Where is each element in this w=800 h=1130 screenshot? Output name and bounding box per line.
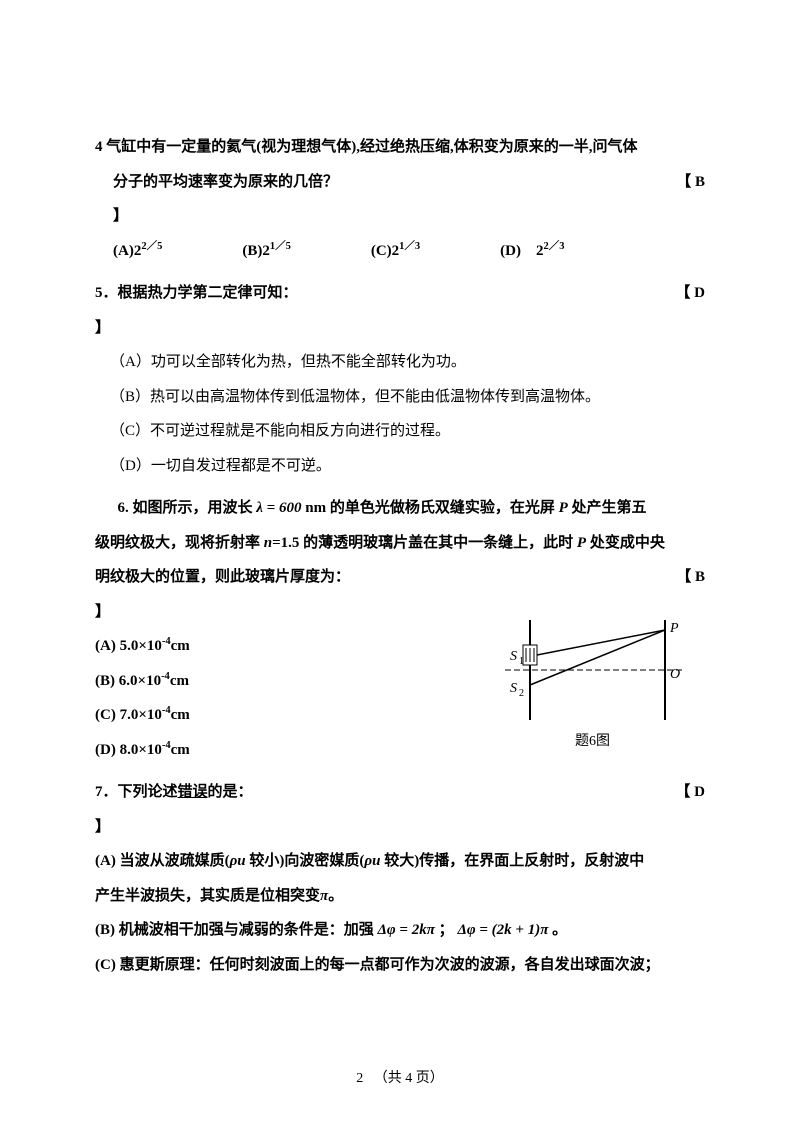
q6-diagram: S1 S2 P O 题6图: [475, 620, 705, 760]
q5-stem: 【 D 5．根据热力学第二定律可知：: [95, 276, 705, 311]
svg-text:S: S: [510, 649, 517, 664]
q7-stem: 【 D 7．下列论述错误的是：: [95, 775, 705, 810]
svg-text:1: 1: [519, 656, 524, 667]
q4-opt-a: (A)22／5: [113, 234, 162, 269]
svg-text:题6图: 题6图: [575, 734, 610, 749]
lambda-eq: λ = 600: [256, 500, 301, 516]
q6-opt-a: (A) 5.0×10-4cm: [95, 629, 431, 664]
q4-line2: 分子的平均速率变为原来的几倍？: [95, 174, 338, 190]
q4-line1: 4 气缸中有一定量的氦气(视为理想气体),经过绝热压缩,体积变为原来的一半,问气…: [95, 130, 705, 165]
q5-opt-b: （B）热可以由高温物体传到低温物体，但不能由低温物体传到高温物体。: [95, 380, 705, 415]
q5-opt-d: （D）一切自发过程都是不可逆。: [95, 449, 705, 484]
bracket-open: 【: [676, 174, 691, 190]
q4-answer: 【 B: [676, 165, 705, 200]
q5-close: 】: [95, 311, 705, 346]
q4-line2-wrap: 【 B 分子的平均速率变为原来的几倍？ 】: [95, 165, 705, 234]
page-number: 2: [356, 1071, 363, 1086]
q6-opt-b: (B) 6.0×10-4cm: [95, 664, 431, 699]
svg-text:P: P: [669, 621, 679, 636]
q6-options: (A) 5.0×10-4cm (B) 6.0×10-4cm (C) 7.0×10…: [95, 629, 431, 767]
q6-answer: 【 B: [676, 560, 705, 595]
q4-options: (A)22／5 (B)21／5 (C)21／3 (D) 22／3: [95, 234, 705, 269]
q5-answer: 【 D: [675, 276, 705, 311]
q5-opt-c: （C）不可逆过程就是不能向相反方向进行的过程。: [95, 414, 705, 449]
q7-opt-b: (B) 机械波相干加强与减弱的条件是：加强 Δφ = 2kπ ； Δφ = (2…: [95, 913, 705, 948]
q6-opt-c: (C) 7.0×10-4cm: [95, 698, 431, 733]
q7-opt-c: (C) 惠更斯原理：任何时刻波面上的每一点都可作为次波的波源，各自发出球面次波；: [95, 948, 705, 983]
q7-opt-a-line1: (A) 当波从波疏媒质(ρu 较小)向波密媒质(ρu 较大)传播，在界面上反射时…: [95, 844, 705, 879]
page-total: （共 4 页）: [381, 1071, 444, 1086]
q7-close: 】: [95, 810, 705, 845]
q6-line2: 级明纹极大，现将折射率 n=1.5 的薄透明玻璃片盖在其中一条缝上，此时 P 处…: [95, 526, 705, 561]
q4-opt-d: (D) 22／3: [500, 234, 564, 269]
q4-opt-b: (B)21／5: [242, 234, 291, 269]
q7-answer: 【 D: [675, 775, 705, 810]
question-7: 【 D 7．下列论述错误的是： 】 (A) 当波从波疏媒质(ρu 较小)向波密媒…: [95, 775, 705, 982]
question-4: 4 气缸中有一定量的氦气(视为理想气体),经过绝热压缩,体积变为原来的一半,问气…: [95, 130, 705, 268]
bracket-close: 】: [95, 208, 128, 224]
q6-line1: 6. 如图所示，用波长 λ = 600 nm 的单色光做杨氏双缝实验，在光屏 P…: [95, 491, 705, 526]
q5-opt-a: （A）功可以全部转化为热，但热不能全部转化为功。: [95, 345, 705, 380]
q6-line3: 【 B 明纹极大的位置，则此玻璃片厚度为：: [95, 560, 705, 595]
svg-text:2: 2: [519, 688, 524, 699]
q7-opt-a-line2: 产生半波损失，其实质是位相突变π。: [95, 879, 705, 914]
question-5: 【 D 5．根据热力学第二定律可知： 】 （A）功可以全部转化为热，但热不能全部…: [95, 276, 705, 483]
q4-opt-c: (C)21／3: [371, 234, 420, 269]
q6-opt-d: (D) 8.0×10-4cm: [95, 733, 431, 768]
page-footer: 2 （共 4 页）: [0, 1063, 800, 1095]
svg-text:S: S: [510, 681, 517, 696]
svg-text:O: O: [670, 667, 680, 682]
answer-letter: B: [695, 174, 705, 190]
q5-text: 5．根据热力学第二定律可知：: [95, 285, 298, 301]
